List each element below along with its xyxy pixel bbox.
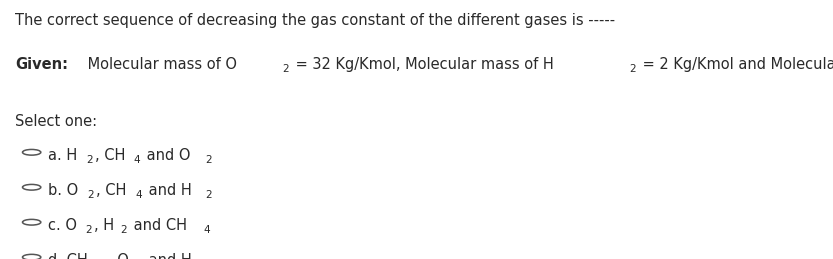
Text: d. CH: d. CH	[48, 253, 88, 259]
Text: , O: , O	[108, 253, 129, 259]
Text: = 32 Kg/Kmol, Molecular mass of H: = 32 Kg/Kmol, Molecular mass of H	[291, 57, 553, 72]
Text: , CH: , CH	[95, 148, 125, 163]
Text: , H: , H	[94, 218, 114, 233]
Text: = 2 Kg/Kmol and Molecular mass of CH: = 2 Kg/Kmol and Molecular mass of CH	[638, 57, 833, 72]
Text: and O: and O	[142, 148, 191, 163]
Text: Molecular mass of O: Molecular mass of O	[83, 57, 237, 72]
Text: 4: 4	[134, 155, 141, 165]
Text: Given:: Given:	[15, 57, 68, 72]
Text: , CH: , CH	[96, 183, 127, 198]
Text: and CH: and CH	[129, 218, 187, 233]
Text: 4: 4	[203, 225, 210, 235]
Text: 4: 4	[135, 190, 142, 200]
Text: Select one:: Select one:	[15, 114, 97, 129]
Text: 2: 2	[205, 155, 212, 165]
Text: a. H: a. H	[48, 148, 77, 163]
Text: 2: 2	[86, 225, 92, 235]
Text: 2: 2	[205, 190, 212, 200]
Text: and H: and H	[143, 253, 192, 259]
Text: 2: 2	[630, 64, 636, 74]
Text: The correct sequence of decreasing the gas constant of the different gases is --: The correct sequence of decreasing the g…	[15, 13, 615, 28]
Text: 2: 2	[87, 190, 94, 200]
Text: and H: and H	[143, 183, 192, 198]
Text: 2: 2	[86, 155, 92, 165]
Text: c. O: c. O	[48, 218, 77, 233]
Text: 2: 2	[282, 64, 289, 74]
Text: b. O: b. O	[48, 183, 78, 198]
Text: 2: 2	[120, 225, 127, 235]
